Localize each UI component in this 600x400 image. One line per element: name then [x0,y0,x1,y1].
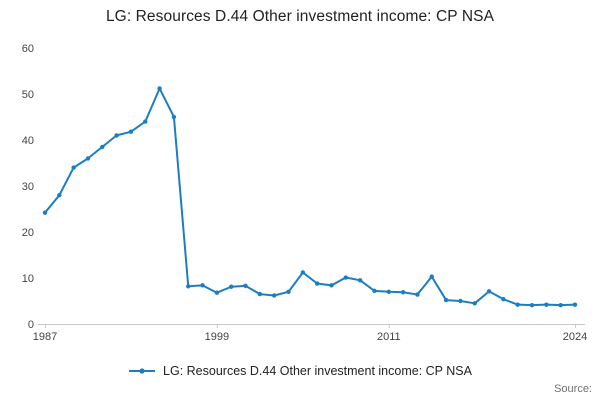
data-point-marker [314,281,320,286]
data-point-marker [357,278,363,283]
x-tick-label: 1987 [33,331,57,343]
data-point-marker [572,302,578,307]
chart-title: LG: Resources D.44 Other investment inco… [105,8,495,25]
y-tick-label: 20 [22,227,34,239]
data-series-line [44,87,576,307]
data-point-marker [200,283,205,288]
data-point-marker [544,302,549,307]
data-point-marker [300,270,306,275]
data-point-marker [486,289,492,294]
data-point-marker [257,291,263,297]
data-point-marker [71,165,76,170]
data-point-marker [100,144,105,150]
data-point-marker [286,289,291,294]
data-point-marker [443,297,449,303]
legend-line-marker-icon [128,366,156,376]
data-point-marker [271,293,277,298]
data-point-marker [229,284,234,289]
data-point-marker [501,296,506,302]
data-point-marker [458,298,463,304]
data-point-marker [157,86,162,91]
x-tick-label: 2011 [377,331,401,343]
data-point-marker [186,284,191,289]
y-tick-label: 10 [22,273,34,285]
data-point-marker [400,290,406,295]
data-point-marker [515,302,520,307]
x-tick-label: 2024 [563,331,587,343]
data-point-marker [529,302,535,308]
data-point-marker [128,129,134,134]
data-point-marker [472,301,477,306]
data-point-marker [214,290,220,295]
data-point-marker [42,210,48,215]
source-label: Source: [554,383,592,395]
data-point-marker [329,283,334,288]
legend-label: LG: Resources D.44 Other investment inco… [163,364,472,378]
chart-legend: LG: Resources D.44 Other investment inco… [0,364,600,378]
y-tick-label: 50 [22,89,34,101]
data-point-marker [85,156,91,161]
y-tick-label: 60 [22,43,34,55]
data-point-marker [558,302,563,308]
y-tick-label: 40 [22,135,34,147]
data-point-marker [171,114,177,120]
y-tick-label: 0 [28,319,34,331]
data-point-marker [143,119,148,124]
data-point-marker [243,283,248,289]
data-point-marker [386,289,391,294]
y-tick-label: 30 [22,181,34,193]
data-point-marker [429,274,434,279]
data-point-marker [372,288,377,294]
data-point-marker [415,292,420,297]
x-tick-label: 1999 [205,331,229,343]
data-point-marker [57,193,62,198]
data-point-marker [343,275,349,280]
data-point-marker [114,133,119,138]
